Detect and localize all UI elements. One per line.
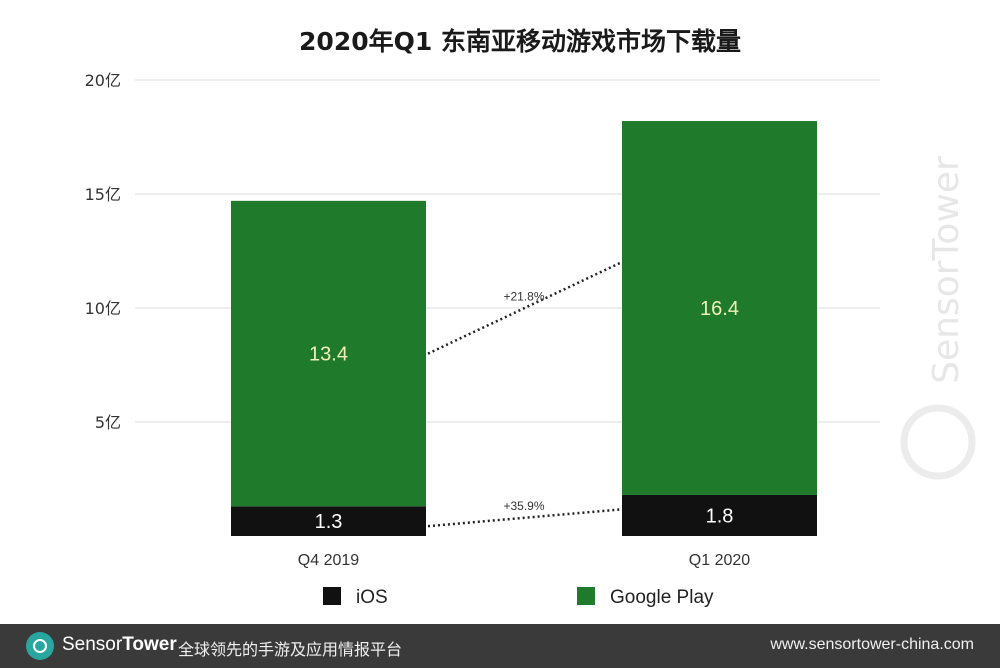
growth-label: +21.8%	[503, 289, 544, 303]
growth-connector	[427, 261, 621, 355]
legend-label: Google Play	[610, 587, 714, 608]
x-tick-label: Q4 2019	[298, 552, 359, 569]
data-label: 1.3	[315, 511, 343, 533]
y-tick-label: 20亿	[85, 71, 121, 90]
watermark-text: SensorTower	[926, 156, 967, 384]
chart-title: 2020年Q1 东南亚移动游戏市场下载量	[299, 27, 741, 56]
chart: 2020年Q1 东南亚移动游戏市场下载量 SensorTower 5亿 10亿 15亿 2…	[85, 27, 976, 608]
growth-label: +35.9%	[503, 499, 544, 513]
watermark-logo-icon	[900, 404, 976, 480]
data-label: 16.4	[700, 298, 739, 320]
footer-brand: SensorTower	[62, 634, 177, 656]
sensortower-logo-icon	[26, 632, 54, 660]
x-tick-label: Q1 2020	[689, 552, 750, 569]
bar-segment	[622, 494, 817, 536]
bar-segment	[231, 200, 426, 507]
qr-code	[914, 540, 994, 620]
data-label: 13.4	[309, 344, 348, 366]
growth-connector	[427, 508, 621, 528]
legend-swatch	[577, 587, 595, 605]
footer-url[interactable]: www.sensortower-china.com	[770, 636, 974, 653]
bar-segment	[231, 506, 426, 536]
legend-swatch	[323, 587, 341, 605]
footer-bar: SensorTower 全球领先的手游及应用情报平台 www.sensortow…	[0, 624, 1000, 668]
footer-brand-sensor: Sensor	[62, 634, 123, 655]
bar-segment	[622, 121, 817, 495]
y-tick-label: 15亿	[85, 185, 121, 204]
y-tick-label: 5亿	[95, 413, 121, 432]
data-label: 1.8	[706, 505, 734, 527]
footer-brand-tower: Tower	[122, 634, 177, 655]
y-tick-label: 10亿	[85, 299, 121, 318]
legend-label: iOS	[356, 587, 388, 608]
footer-tagline: 全球领先的手游及应用情报平台	[178, 642, 403, 659]
